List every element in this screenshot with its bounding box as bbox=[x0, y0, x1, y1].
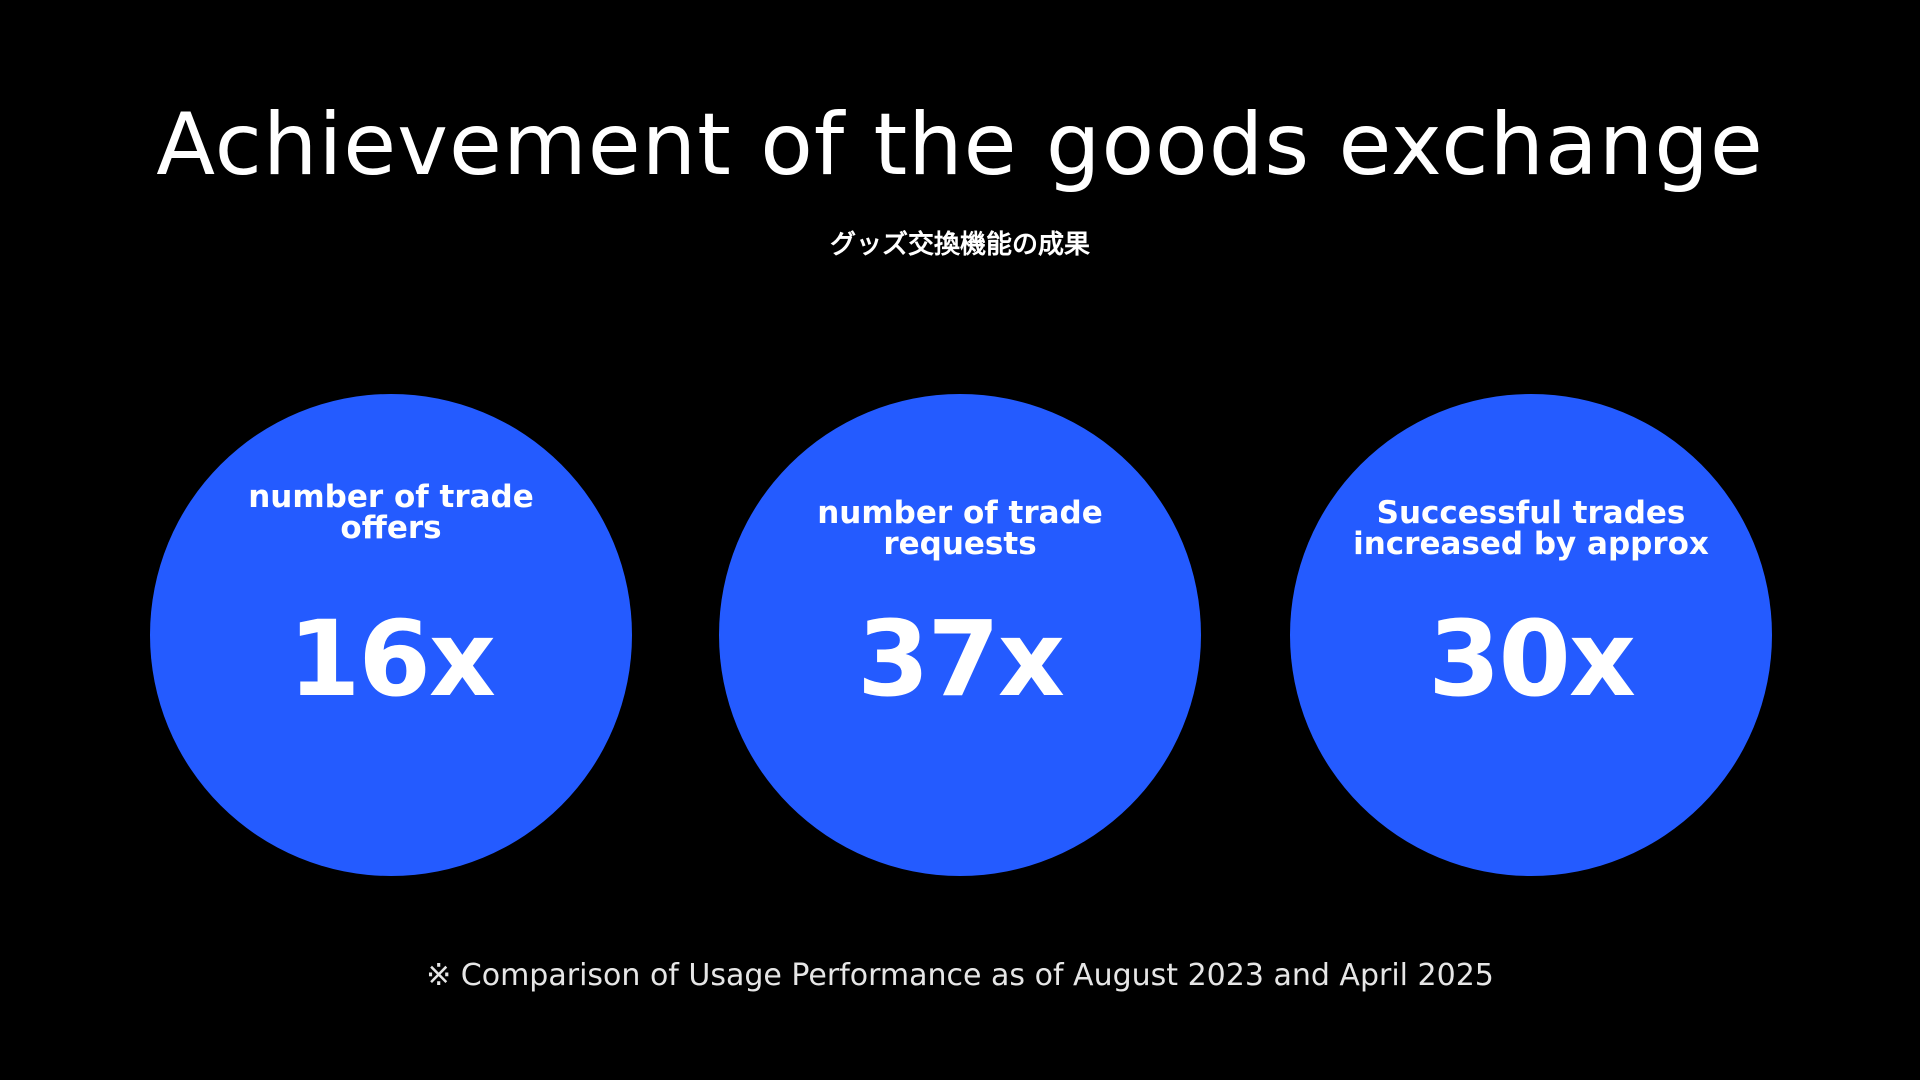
stat-value: 30x bbox=[1428, 598, 1636, 720]
footnote: ※ Comparison of Usage Performance as of … bbox=[426, 958, 1494, 993]
stat-label: number of trade offers bbox=[150, 482, 632, 544]
stat-label: Successful trades increased by approx bbox=[1290, 498, 1772, 560]
label-line: increased by approx bbox=[1353, 526, 1709, 562]
label-line: number of trade bbox=[248, 479, 534, 515]
stat-circle: number of trade requests 37x bbox=[719, 394, 1201, 876]
label-line: number of trade bbox=[817, 495, 1103, 531]
stat-value: 16x bbox=[288, 598, 496, 720]
stat-circle: number of trade offers 16x bbox=[150, 394, 632, 876]
title: Achievement of the goods exchange bbox=[156, 95, 1764, 195]
label-line: offers bbox=[340, 510, 442, 546]
stat-circle: Successful trades increased by approx 30x bbox=[1290, 394, 1772, 876]
stat-value: 37x bbox=[857, 598, 1065, 720]
subtitle: グッズ交換機能の成果 bbox=[829, 230, 1090, 260]
label-line: Successful trades bbox=[1376, 495, 1686, 531]
label-line: requests bbox=[883, 526, 1037, 562]
stat-label: number of trade requests bbox=[719, 498, 1201, 560]
